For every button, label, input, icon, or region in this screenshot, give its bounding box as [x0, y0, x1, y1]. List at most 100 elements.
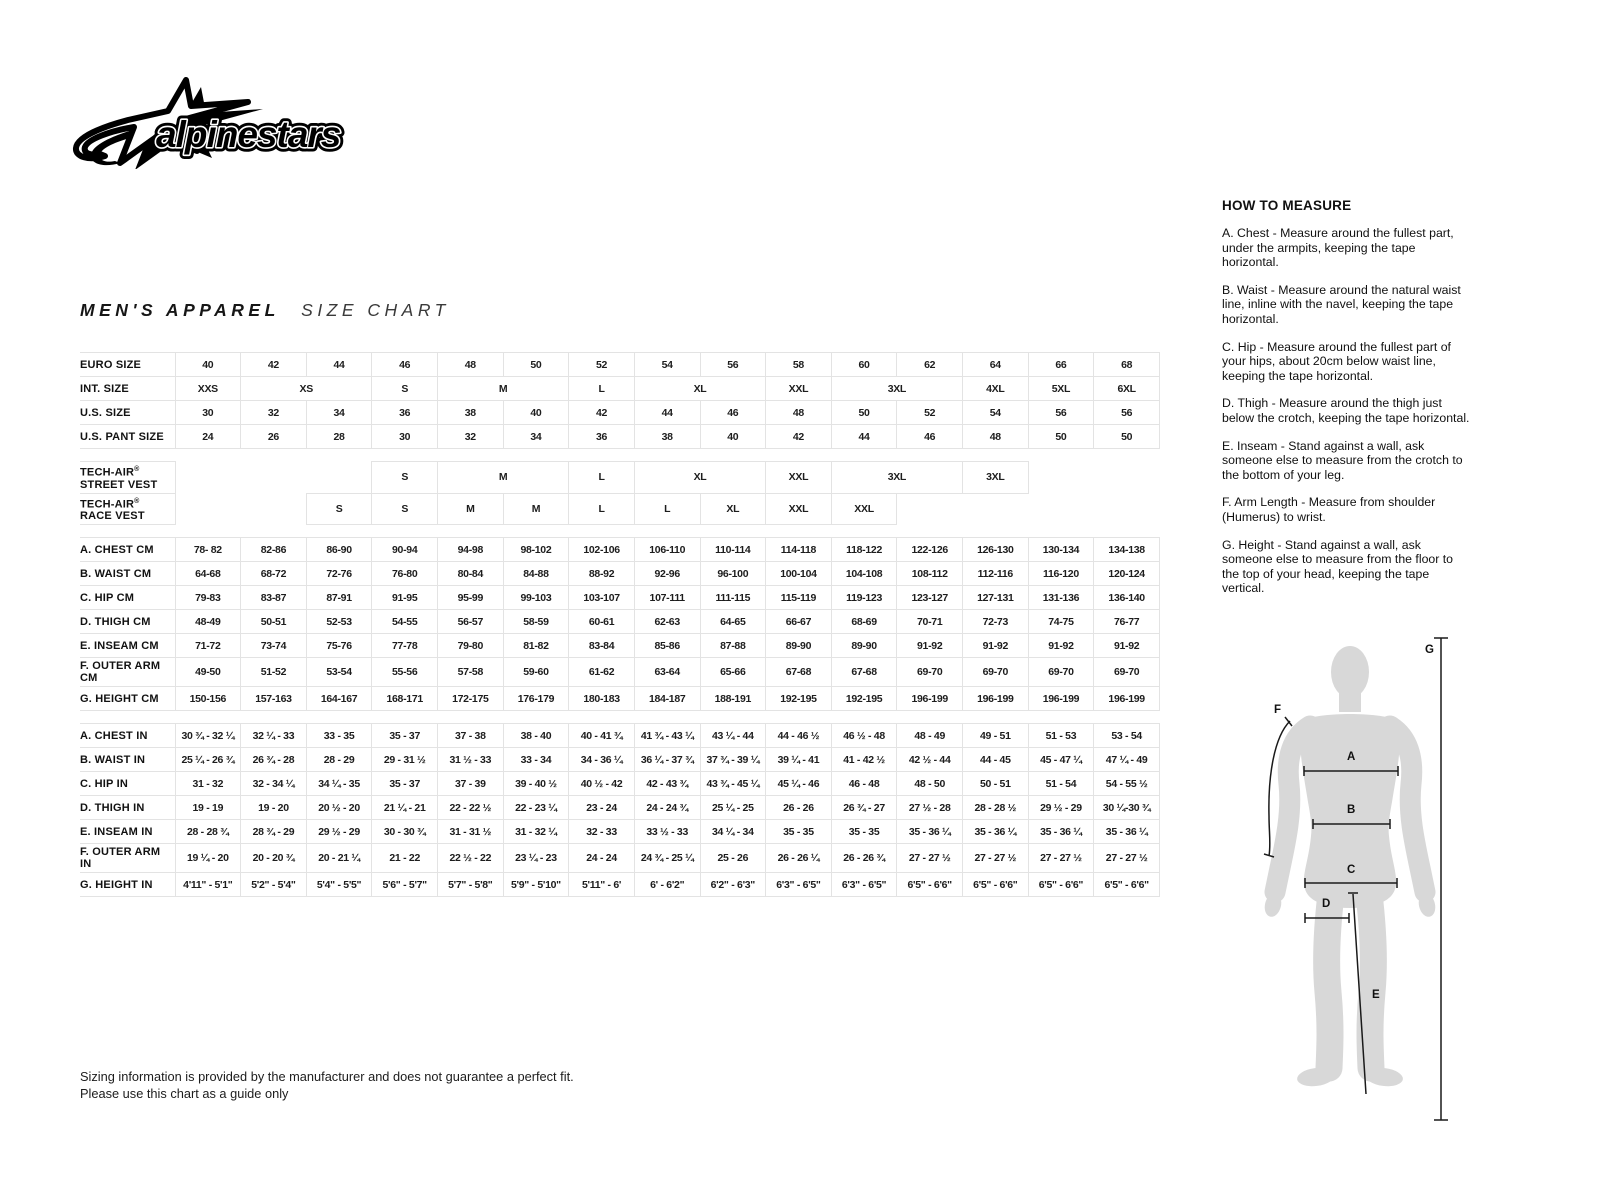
registered-mark: ® — [134, 497, 140, 505]
size-cell: 35 - 37 — [371, 723, 438, 749]
size-cell: 168-171 — [371, 686, 438, 712]
size-cell: 196-199 — [1093, 686, 1160, 712]
size-cell: 131-136 — [1027, 585, 1095, 611]
size-cell: 50 — [1027, 424, 1095, 449]
size-cell: 51 - 54 — [1027, 771, 1095, 797]
size-cell: 6'5" - 6'6" — [896, 872, 963, 898]
disclaimer-line-1: Sizing information is provided by the ma… — [80, 1069, 574, 1084]
row-label: F. OUTER ARM CM — [80, 657, 176, 688]
size-cell: 34 - 36 ¼ — [568, 747, 635, 773]
diagram-label-arm: F — [1274, 704, 1281, 716]
size-cell: 74-75 — [1027, 609, 1095, 635]
hip-measure-line — [1304, 878, 1398, 888]
size-cell: XXL — [765, 461, 832, 494]
size-cell: 27 ½ - 28 — [896, 795, 963, 821]
size-cell: 52-53 — [305, 609, 373, 635]
size-cell: 54 - 55 ½ — [1093, 771, 1160, 797]
row-label: F. OUTER ARM IN — [80, 843, 176, 874]
row-label: B. WAIST CM — [80, 561, 176, 587]
size-cell: 84-88 — [502, 561, 570, 587]
arm-length-measure-line — [1263, 716, 1293, 858]
size-cell: 26 ¾ - 27 — [830, 795, 898, 821]
row-label: G. HEIGHT CM — [80, 686, 176, 712]
size-cell: 79-83 — [174, 585, 242, 611]
size-cell: 30 - 30 ¾ — [371, 819, 438, 845]
size-cell: 19 - 19 — [174, 795, 242, 821]
table-row: C. HIP CM 79-83 83-87 87-91 91-95 95-99 99-103… — [80, 585, 1160, 611]
size-cell: 68 — [1093, 352, 1160, 377]
row-label: G. HEIGHT IN — [80, 872, 176, 898]
size-cell: 65-66 — [699, 657, 767, 688]
size-cell: 188-191 — [699, 686, 767, 712]
size-cell: 64 — [962, 352, 1029, 377]
diagram-label-thigh: D — [1322, 898, 1330, 910]
size-cell: XS — [240, 376, 373, 401]
chest-measure-line — [1303, 766, 1399, 776]
registered-mark: ® — [134, 466, 140, 473]
size-cell: 58 — [765, 352, 832, 377]
size-chart-table: EURO SIZE 40 42 44 46 48 50 52 54 56 58 60 62 64 66 68 I… — [80, 352, 1160, 898]
measure-instruction: B. Waist - Measure around the natural wa… — [1222, 282, 1461, 326]
size-cell: 28 — [305, 424, 373, 449]
size-cell: 68-69 — [830, 609, 898, 635]
row-label: U.S. PANT SIZE — [80, 424, 176, 449]
size-cell: 42 - 43 ¾ — [633, 771, 701, 797]
size-cell: 106-110 — [633, 537, 701, 563]
size-cell: 90-94 — [371, 537, 438, 563]
size-cell: 118-122 — [830, 537, 898, 563]
size-cell: 5'11" - 6' — [568, 872, 635, 898]
size-cell: 69-70 — [1093, 657, 1160, 688]
size-cell: 85-86 — [633, 633, 701, 659]
size-cell: 67-68 — [765, 657, 832, 688]
diagram-label-chest: A — [1347, 751, 1355, 763]
size-cell: 24 - 24 ¾ — [633, 795, 701, 821]
size-cell: 102-106 — [568, 537, 635, 563]
size-cell: XXL — [765, 376, 832, 401]
size-cell: 56 — [1027, 400, 1095, 425]
size-cell: XL — [633, 461, 767, 494]
gap-cell — [80, 525, 1160, 538]
size-cell: 25 ¼ - 25 — [699, 795, 767, 821]
size-cell: 21 ¼ - 21 — [371, 795, 438, 821]
size-cell: 35 - 36 ¼ — [962, 819, 1029, 845]
size-cell: XXL — [830, 492, 898, 526]
size-cell: 192-195 — [765, 686, 832, 712]
size-cell: 5'2" - 5'4" — [240, 872, 307, 898]
size-cell: 58-59 — [502, 609, 570, 635]
size-cell: 91-92 — [1093, 633, 1160, 659]
size-cell: 116-120 — [1027, 561, 1095, 587]
row-label: EURO SIZE — [80, 352, 176, 377]
size-cell: 91-95 — [371, 585, 438, 611]
size-cell: 192-195 — [830, 686, 898, 712]
how-to-measure-panel: HOW TO MEASURE A. Chest - Measure around… — [1222, 198, 1472, 609]
size-cell: 104-108 — [830, 561, 898, 587]
size-cell: 72-73 — [962, 609, 1029, 635]
size-cell: XXS — [174, 376, 242, 401]
size-cell: 55-56 — [371, 657, 438, 688]
size-cell: 54 — [962, 400, 1029, 425]
size-cell: 32 — [437, 424, 504, 449]
size-cell: 50 — [1093, 424, 1160, 449]
row-label: U.S. SIZE — [80, 400, 176, 425]
size-cell: 23 - 24 — [568, 795, 635, 821]
size-cell: 87-91 — [305, 585, 373, 611]
size-cell: 44 — [633, 400, 701, 425]
size-cell: 27 - 27 ½ — [1093, 843, 1160, 874]
table-row: E. INSEAM IN 28 - 28 ¾ 28 ¾ - 29 29 ½ - 29 3… — [80, 819, 1160, 845]
size-cell: 5'4" - 5'5" — [305, 872, 373, 898]
size-cell: 126-130 — [962, 537, 1029, 563]
size-cell: 34 — [305, 400, 373, 425]
size-cell: 92-96 — [633, 561, 701, 587]
size-cell: 31 ½ - 33 — [437, 747, 504, 773]
size-cell: 31 - 31 ½ — [437, 819, 504, 845]
size-cell: 35 - 37 — [371, 771, 438, 797]
size-cell: 59-60 — [502, 657, 570, 688]
size-cell: 28 - 28 ½ — [962, 795, 1029, 821]
size-cell: 3XL — [962, 461, 1029, 494]
size-cell: 44 - 45 — [962, 747, 1029, 773]
size-cell: 26 - 26 ¼ — [765, 843, 832, 874]
size-cell: 83-87 — [240, 585, 307, 611]
size-cell: 49-50 — [174, 657, 242, 688]
size-cell: 4'11" - 5'1" — [174, 872, 242, 898]
size-cell: 35 - 35 — [765, 819, 832, 845]
